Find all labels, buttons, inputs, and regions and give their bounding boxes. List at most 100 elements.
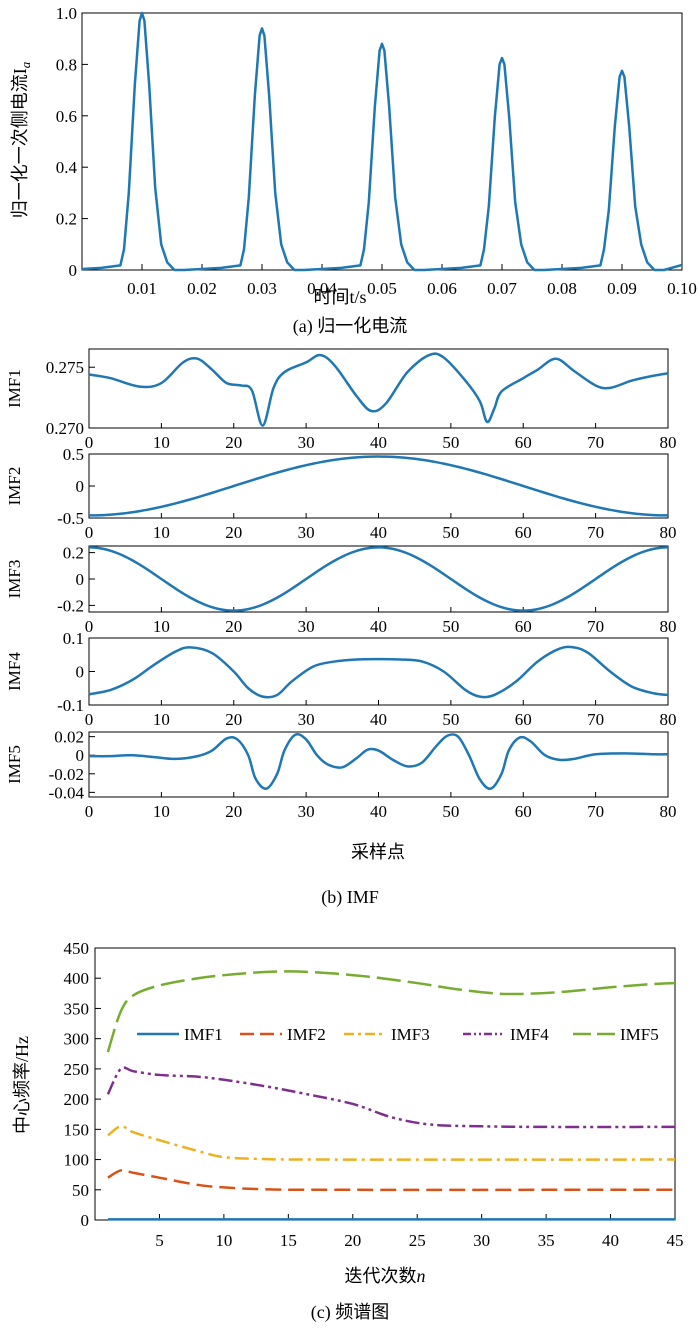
legend-label-imf2: IMF2 xyxy=(287,1025,326,1044)
imf-ytick-label: -0.04 xyxy=(49,783,85,802)
panel-c-ytick-label: 150 xyxy=(64,1120,90,1139)
panel-c-ytick-label: 400 xyxy=(64,969,90,988)
legend-label-imf1: IMF1 xyxy=(184,1025,223,1044)
panel-a-ytick-label: 0.2 xyxy=(56,210,77,229)
imf-subplot-label: IMF4 xyxy=(5,652,24,691)
imf-xtick-label: 10 xyxy=(153,617,170,636)
panel-a-xtick-label: 0.08 xyxy=(547,279,577,298)
panel-a-xtick-label: 0.06 xyxy=(427,279,457,298)
series-line-imf2 xyxy=(107,1169,676,1192)
imf-xtick-label: 70 xyxy=(587,617,604,636)
panel-c-ytick-label: 0 xyxy=(81,1211,90,1230)
imf-xtick-label: 40 xyxy=(370,523,387,542)
imf-subplot-frame xyxy=(88,545,669,613)
imf-xtick-label: 0 xyxy=(85,433,94,452)
legend-label-imf4: IMF4 xyxy=(510,1025,549,1044)
panel-a-ytick-label: 0.4 xyxy=(56,158,78,177)
imf-xtick-label: 80 xyxy=(660,710,677,729)
imf-xtick-label: 70 xyxy=(587,710,604,729)
panel-c-ytick-label: 350 xyxy=(64,999,90,1018)
panel-c-xtick-label: 15 xyxy=(280,1231,297,1250)
imf-ytick-label: -0.2 xyxy=(57,596,84,615)
imf-subplot-frame xyxy=(88,348,669,429)
panel-c-legend: IMF1 IMF2 IMF3 IMF4 IMF5 xyxy=(137,1025,659,1044)
panel-c-spectrum: 0 50 100 150 200 250 300 350 400 450 5 10 15 20 25 30 3… xyxy=(12,939,684,1323)
imf-xtick-label: 20 xyxy=(225,802,242,821)
panel-a-xtick-label: 0.03 xyxy=(247,279,277,298)
panel-c-caption: (c) 频谱图 xyxy=(311,1302,389,1323)
panel-c-xtick-label: 30 xyxy=(473,1231,490,1250)
imf-xtick-label: 60 xyxy=(515,710,532,729)
panel-a-ytick-label: 0.8 xyxy=(56,55,77,74)
imf-ytick-label: 0 xyxy=(76,477,85,496)
panel-a-ytick-label: 1.0 xyxy=(56,4,77,23)
panel-a-xtick-label: 0.09 xyxy=(607,279,637,298)
imf-xtick-label: 40 xyxy=(370,617,387,636)
imf-xtick-label: 10 xyxy=(153,433,170,452)
imf-curve xyxy=(88,455,669,517)
imf-curve xyxy=(88,645,669,699)
panel-a-xtick-label: 0.01 xyxy=(127,279,157,298)
panel-a-xtick-label: 0.02 xyxy=(187,279,217,298)
imf-ytick-label: 0.02 xyxy=(54,728,84,747)
imf-curve xyxy=(88,733,669,790)
imf-subplot-label: IMF5 xyxy=(5,745,24,784)
imf-xtick-label: 40 xyxy=(370,433,387,452)
imf-xtick-label: 30 xyxy=(298,617,315,636)
imf-xtick-label: 0 xyxy=(85,710,94,729)
imf-xtick-label: 70 xyxy=(587,802,604,821)
imf-xtick-label: 80 xyxy=(660,802,677,821)
imf-ytick-label: -0.5 xyxy=(57,509,84,528)
panel-c-xtick-label: 45 xyxy=(667,1231,684,1250)
panel-a-xtick-label: 0.05 xyxy=(367,279,397,298)
panel-a-xtick-label: 0.04 xyxy=(307,279,337,298)
panel-a-frame xyxy=(81,12,683,271)
panel-c-frame xyxy=(94,947,676,1221)
imf-curve xyxy=(88,546,669,612)
imf-ytick-label: 0.5 xyxy=(63,445,84,464)
panel-c-xtick-label: 20 xyxy=(344,1231,361,1250)
imf-xtick-label: 50 xyxy=(442,617,459,636)
panel-a-ytick-label: 0.6 xyxy=(56,107,77,126)
imf-curve xyxy=(88,352,669,427)
panel-c-series xyxy=(106,970,676,1221)
imf-xtick-label: 0 xyxy=(85,802,94,821)
imf-xtick-label: 40 xyxy=(370,802,387,821)
imf-xtick-label: 20 xyxy=(225,433,242,452)
imf-xtick-label: 30 xyxy=(298,523,315,542)
imf-xtick-label: 50 xyxy=(442,802,459,821)
imf-xtick-label: 80 xyxy=(660,523,677,542)
imf-xtick-label: 30 xyxy=(298,802,315,821)
current-waveform xyxy=(81,11,683,272)
panel-a-caption: (a) 归一化电流 xyxy=(293,316,407,337)
panel-b-caption: (b) IMF xyxy=(321,887,379,908)
series-line-imf5 xyxy=(106,970,676,1053)
panel-c-ytick-label: 50 xyxy=(72,1181,89,1200)
imf-xtick-label: 50 xyxy=(442,710,459,729)
panel-c-xtick-label: 25 xyxy=(409,1231,426,1250)
panel-a-xtick-label: 0.10 xyxy=(667,279,697,298)
imf-ytick-label: 0 xyxy=(76,570,85,589)
imf-subplot-frame xyxy=(88,453,669,519)
imf-xtick-label: 60 xyxy=(515,523,532,542)
imf-xtick-label: 70 xyxy=(587,523,604,542)
panel-c-ytick-label: 250 xyxy=(64,1060,90,1079)
panel-c-xtick-label: 10 xyxy=(215,1231,232,1250)
panel-a-ylabel: 归一化一次侧电流Ia xyxy=(10,61,33,218)
panel-a-normalized-current: 00.20.40.60.81.0 0.01 0.02 0.03 0.04 0.05 0.0… xyxy=(10,4,697,337)
imf-xtick-label: 0 xyxy=(85,617,94,636)
imf-xtick-label: 60 xyxy=(515,802,532,821)
imf-xtick-label: 50 xyxy=(442,433,459,452)
imf-xtick-label: 0 xyxy=(85,523,94,542)
imf-xtick-label: 80 xyxy=(660,433,677,452)
series-line-imf3 xyxy=(107,1125,676,1161)
imf-ytick-label: 0 xyxy=(76,663,85,682)
panel-a-xtick-label: 0.07 xyxy=(487,279,517,298)
imf-xtick-label: 60 xyxy=(515,617,532,636)
imf-subplot-label: IMF2 xyxy=(5,467,24,506)
